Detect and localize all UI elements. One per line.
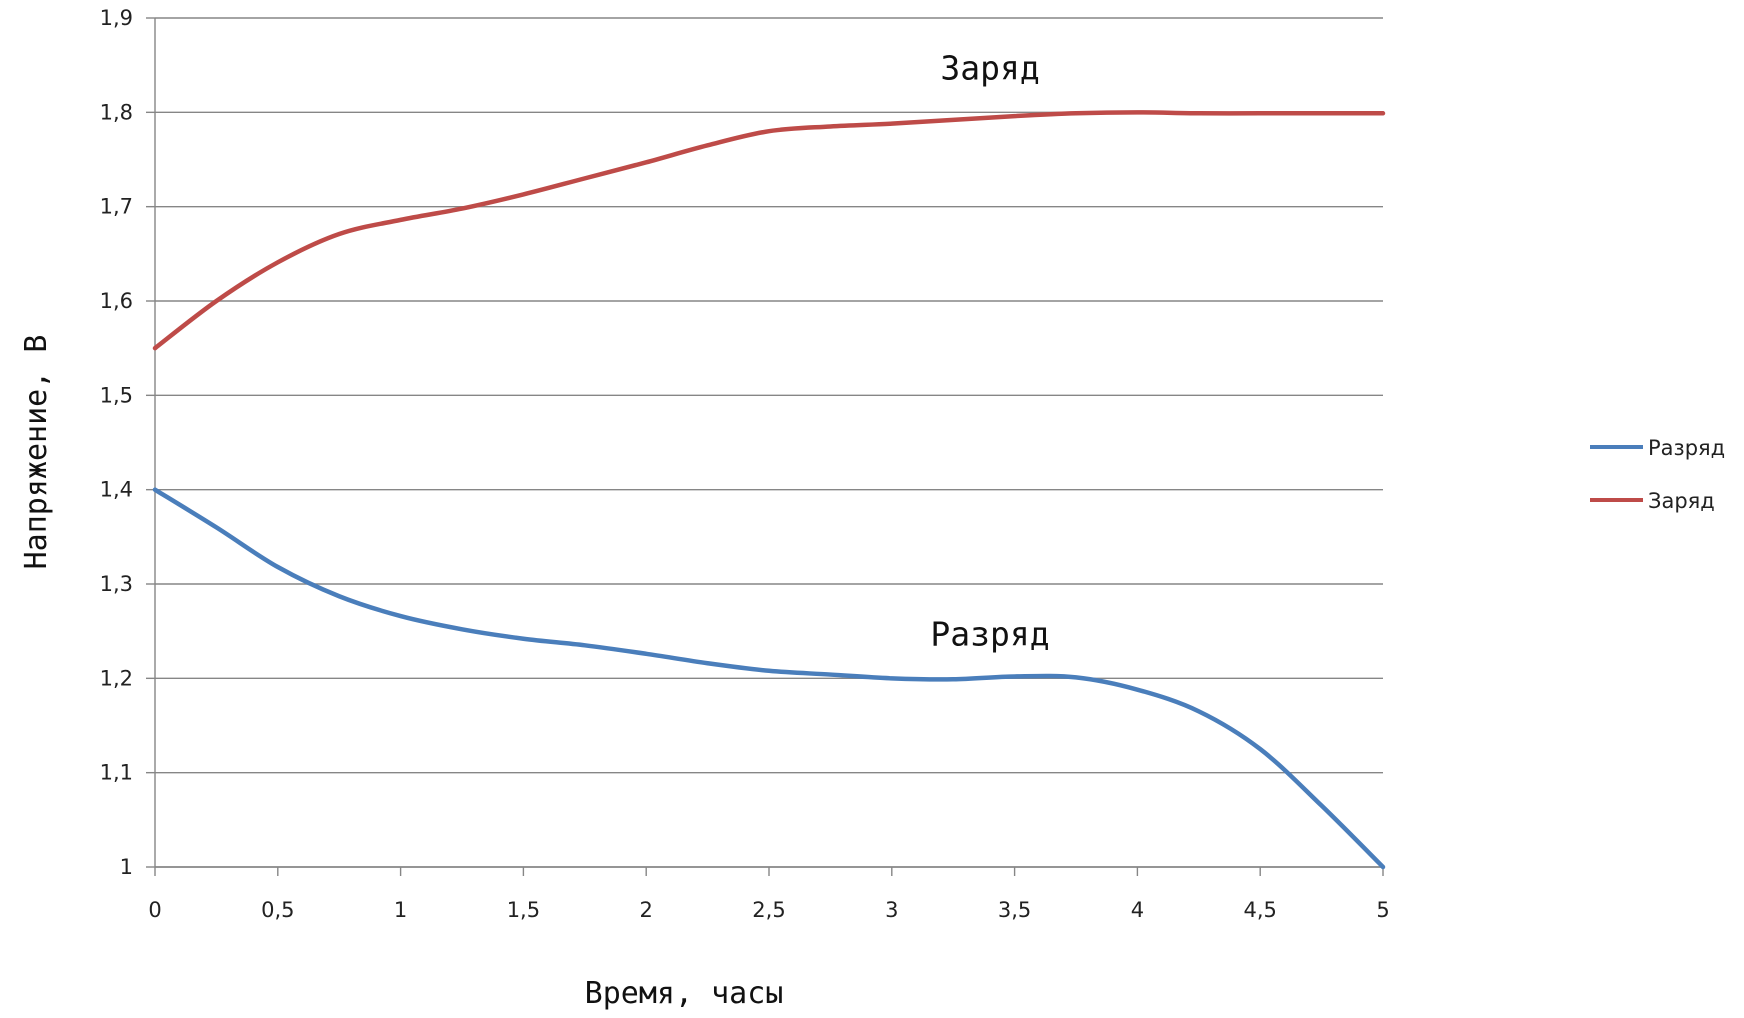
tick-labels: 1 1,1 1,2 1,3 1,4 1,5 1,6 1,7 1,8 1,9 0 0,5 1 1,5 2 2,5… bbox=[100, 6, 1390, 922]
y-tick-label: 1,4 bbox=[100, 478, 133, 502]
x-tick-label: 1 bbox=[394, 898, 407, 922]
y-tick-label: 1,1 bbox=[100, 761, 133, 785]
x-tick-label: 0,5 bbox=[261, 898, 294, 922]
legend: Разряд Заряд bbox=[1590, 436, 1725, 513]
y-axis-title: Напряжение, В bbox=[19, 335, 54, 570]
y-tick-label: 1,9 bbox=[100, 6, 133, 30]
series-line-charge bbox=[152, 110, 1386, 351]
x-tick-label: 2 bbox=[640, 898, 653, 922]
series-lines bbox=[152, 110, 1386, 870]
grid-lines bbox=[155, 17, 1383, 868]
x-tick-label: 2,5 bbox=[752, 898, 785, 922]
x-tick-label: 3 bbox=[885, 898, 898, 922]
y-tick-label: 1,5 bbox=[100, 383, 133, 407]
y-tick-label: 1,2 bbox=[100, 666, 133, 690]
x-tick-label: 5 bbox=[1376, 898, 1389, 922]
y-tick-label: 1,7 bbox=[100, 195, 133, 219]
x-tick-label: 4,5 bbox=[1243, 898, 1276, 922]
legend-label: Разряд bbox=[1648, 436, 1725, 460]
y-tick-label: 1,6 bbox=[100, 289, 133, 313]
x-tick-label: 4 bbox=[1131, 898, 1144, 922]
x-tick-label: 0 bbox=[148, 898, 161, 922]
x-axis-title: Время, часы bbox=[585, 976, 784, 1011]
annotations: Заряд Разряд bbox=[930, 48, 1049, 653]
legend-label: Заряд bbox=[1648, 489, 1715, 513]
y-tick-label: 1,3 bbox=[100, 572, 133, 596]
series-line-discharge bbox=[152, 487, 1386, 870]
x-tick-label: 1,5 bbox=[507, 898, 540, 922]
y-tick-label: 1,8 bbox=[100, 100, 133, 124]
annotation-label: Разряд bbox=[930, 614, 1049, 653]
y-tick-label: 1 bbox=[120, 855, 133, 879]
annotation-label: Заряд bbox=[940, 48, 1039, 87]
x-tick-label: 3,5 bbox=[998, 898, 1031, 922]
axes bbox=[146, 17, 1384, 876]
